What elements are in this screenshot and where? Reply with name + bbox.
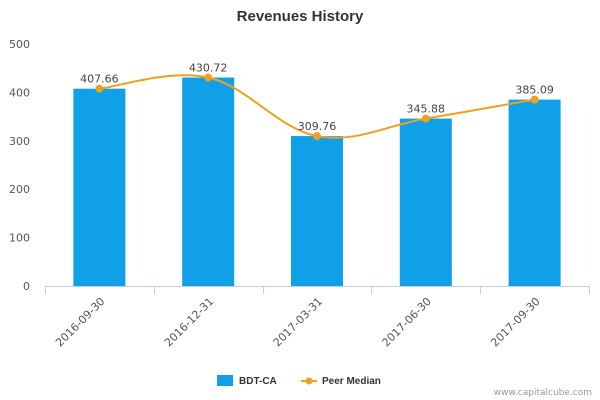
data-label: 309.76 (298, 120, 337, 133)
bar (182, 77, 235, 286)
x-tick-label: 2017-09-30 (488, 295, 542, 349)
line-point (421, 114, 430, 123)
legend-swatch-bar (217, 375, 233, 386)
bar-series (73, 77, 561, 286)
legend-swatch-point (305, 377, 313, 385)
data-label: 345.88 (407, 103, 446, 116)
y-tick-label: 400 (9, 86, 30, 99)
data-label: 385.09 (515, 84, 554, 97)
data-label: 407.66 (80, 73, 119, 86)
line-point (313, 132, 321, 141)
y-tick-label: 0 (23, 280, 30, 293)
data-labels: 407.66 430.72 309.76 345.88 385.09 (80, 62, 554, 134)
bar (291, 136, 343, 286)
y-tick-label: 300 (9, 135, 30, 148)
x-tick-label: 2017-06-30 (380, 295, 434, 349)
y-tick-label: 500 (9, 38, 30, 51)
line-point (530, 95, 539, 104)
y-tick-label: 200 (9, 183, 30, 196)
data-label: 430.72 (189, 62, 228, 75)
x-tick-label: 2017-03-31 (271, 295, 325, 349)
bar (508, 99, 561, 286)
line-series (95, 73, 539, 141)
x-tick-label: 2016-09-30 (53, 295, 107, 349)
bar (399, 118, 452, 286)
x-tick-label: 2016-12-31 (162, 295, 216, 349)
line-point (204, 73, 213, 82)
credit-text: www.capitalcube.com (494, 388, 592, 398)
bar (73, 88, 126, 286)
legend: BDT-CA Peer Median (217, 375, 381, 387)
legend-label: BDT-CA (239, 376, 277, 387)
legend-label: Peer Median (322, 376, 381, 387)
line-point (95, 84, 104, 93)
chart-title: Revenues History (237, 8, 364, 25)
y-tick-label: 100 (9, 232, 30, 245)
